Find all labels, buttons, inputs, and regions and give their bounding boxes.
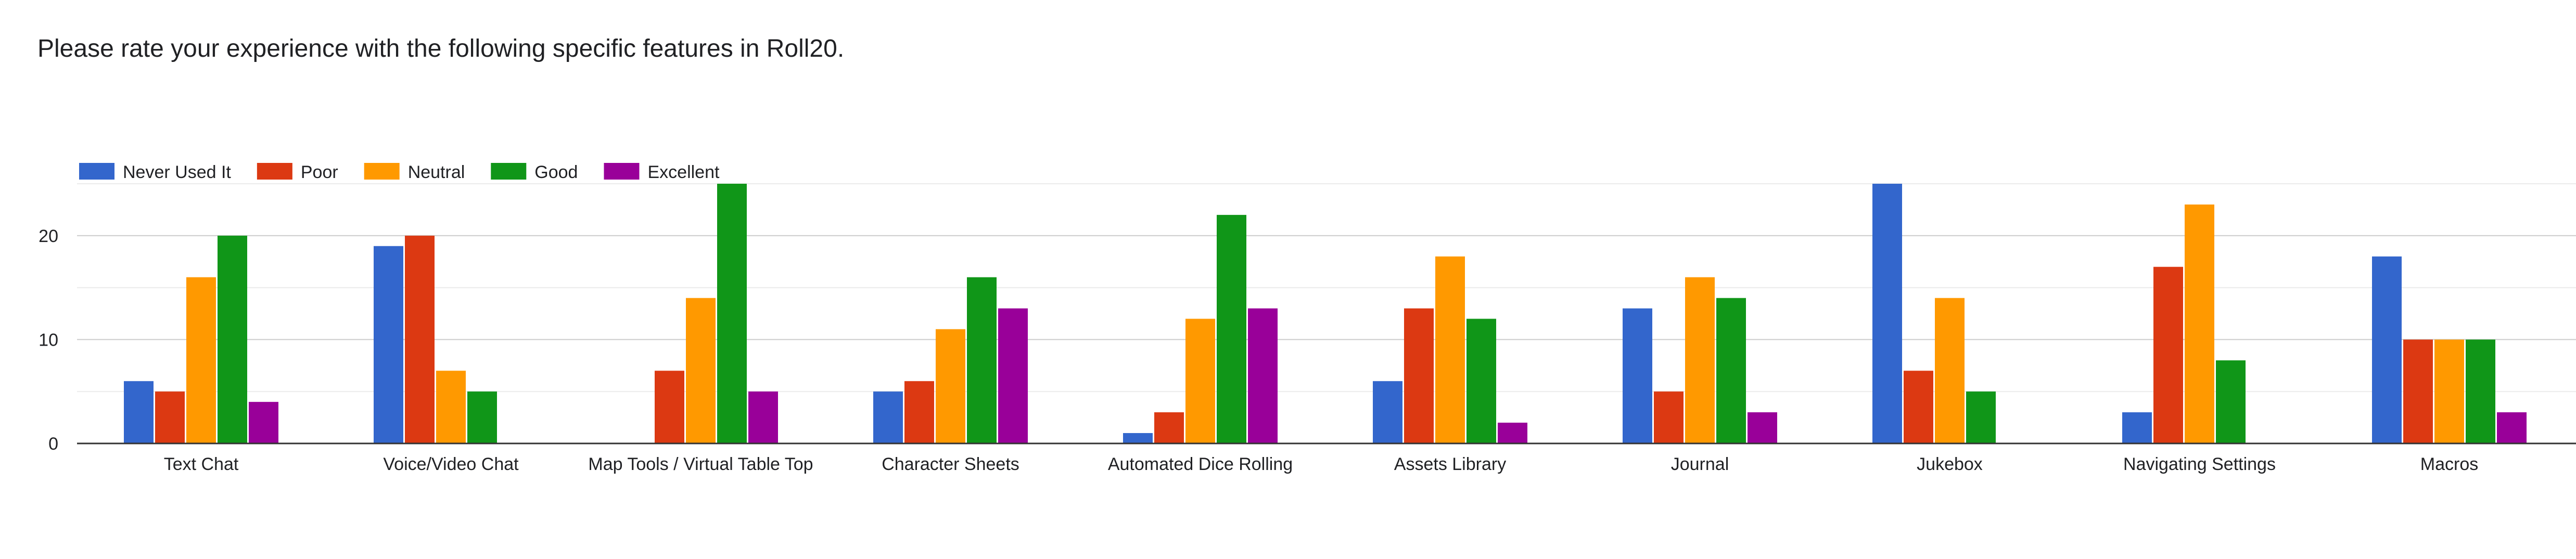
bar <box>1935 298 1965 443</box>
bar <box>686 298 716 443</box>
bar <box>1654 391 1684 443</box>
bar <box>124 381 154 443</box>
bar <box>218 235 247 443</box>
bar <box>2497 412 2527 443</box>
bar <box>873 391 903 443</box>
x-category-label: Journal <box>1671 454 1729 474</box>
bar <box>748 391 778 443</box>
bar <box>1466 319 1496 443</box>
legend-label: Excellent <box>647 162 720 182</box>
x-category-label: Voice/Video Chat <box>383 454 519 474</box>
x-category-label: Macros <box>2420 454 2478 474</box>
bar <box>405 235 435 443</box>
bar <box>374 246 403 443</box>
bar <box>1498 423 1527 443</box>
bar <box>967 277 997 443</box>
bar <box>436 371 466 443</box>
legend-swatch <box>491 163 527 180</box>
legend-swatch <box>364 163 400 180</box>
bar <box>936 329 965 443</box>
bar <box>998 308 1028 443</box>
bar <box>1966 391 1996 443</box>
bar <box>1373 381 1402 443</box>
bar <box>717 184 747 443</box>
x-category-label: Text Chat <box>164 454 239 474</box>
bars <box>124 184 2527 443</box>
x-category-label: Navigating Settings <box>2123 454 2276 474</box>
x-category-label: Assets Library <box>1394 454 1506 474</box>
bar <box>155 391 185 443</box>
bar <box>904 381 934 443</box>
axes: 0 10 20 Text Chat Voice/Video Chat Map Tools … <box>39 226 2576 474</box>
bar <box>467 391 497 443</box>
bar <box>1154 412 1184 443</box>
x-category-label: Jukebox <box>1917 454 1983 474</box>
bar <box>1623 308 1652 443</box>
bar <box>2372 256 2402 443</box>
bar <box>1123 433 1153 443</box>
bar <box>1748 412 1777 443</box>
x-category-label: Map Tools / Virtual Table Top <box>588 454 813 474</box>
bar <box>1435 256 1465 443</box>
legend-label: Never Used It <box>123 162 231 182</box>
y-tick-label: 0 <box>48 434 58 454</box>
bar <box>1217 214 1246 443</box>
bar <box>1185 319 1215 443</box>
bar <box>2185 204 2214 443</box>
legend-label: Good <box>534 162 578 182</box>
bar <box>2403 339 2433 443</box>
y-tick-label: 10 <box>39 330 58 350</box>
legend-swatch <box>79 163 114 180</box>
legend-label: Neutral <box>408 162 465 182</box>
chart-title: Please rate your experience with the fol… <box>37 35 845 62</box>
bar <box>1904 371 1933 443</box>
bar <box>655 371 684 443</box>
bar <box>1872 184 1902 443</box>
bar <box>1716 298 1746 443</box>
bar <box>2434 339 2464 443</box>
x-category-label: Automated Dice Rolling <box>1108 454 1293 474</box>
x-category-label: Character Sheets <box>882 454 1019 474</box>
y-tick-label: 20 <box>39 226 58 246</box>
bar <box>2466 339 2495 443</box>
legend-swatch <box>604 163 640 180</box>
bar <box>2216 360 2246 443</box>
bar <box>1404 308 1434 443</box>
legend-swatch <box>257 163 292 180</box>
bar <box>2153 266 2183 443</box>
bar <box>249 402 278 443</box>
bar <box>2122 412 2152 443</box>
bar <box>186 277 216 443</box>
legend: Never Used It Poor Neutral Good Excellent <box>79 162 720 182</box>
bar <box>1685 277 1715 443</box>
legend-label: Poor <box>301 162 338 182</box>
bar <box>1248 308 1278 443</box>
